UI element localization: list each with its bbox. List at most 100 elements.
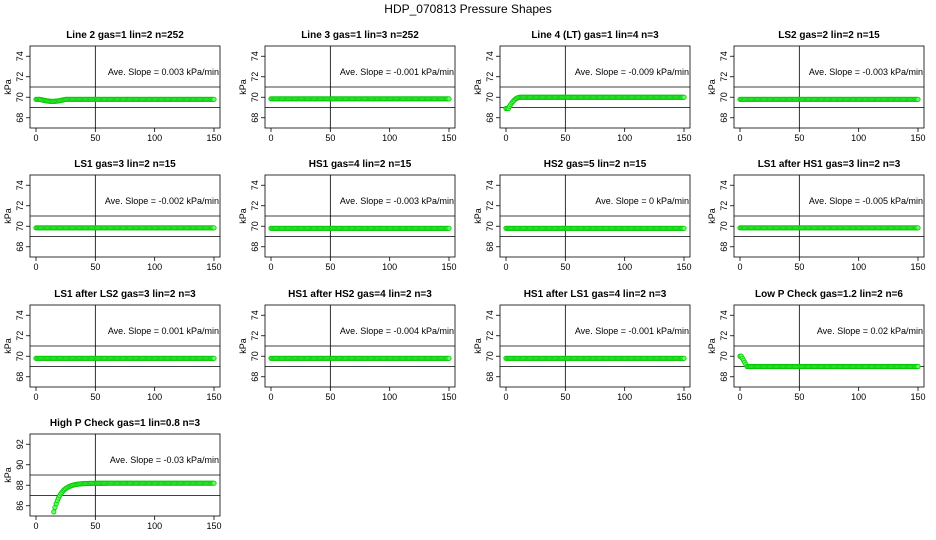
slope-annotation: Ave. Slope = -0.001 kPa/min [340, 67, 454, 77]
y-tick-label: 70 [485, 351, 495, 361]
y-axis-label: kPa [473, 338, 483, 354]
y-tick-label: 74 [719, 180, 729, 190]
data-point [446, 225, 452, 231]
x-tick-label: 100 [851, 392, 866, 402]
y-axis-label: kPa [473, 79, 483, 95]
x-tick-label: 0 [503, 133, 508, 143]
y-tick-label: 86 [15, 501, 25, 511]
y-tick-label: 74 [485, 51, 495, 61]
y-tick-label: 72 [250, 331, 260, 341]
panel-title: Low P Check gas=1.2 lin=2 n=6 [755, 289, 903, 300]
x-tick-label: 100 [382, 262, 397, 272]
y-axis-label: kPa [238, 208, 248, 224]
panel-11: HS1 after LS1 gas=4 lin=2 n=3 0 50 100 150 68… [473, 289, 692, 402]
y-tick-label: 72 [15, 331, 25, 341]
y-tick-label: 70 [15, 221, 25, 231]
data-point [211, 355, 217, 361]
x-tick-label: 50 [794, 392, 804, 402]
x-tick-label: 150 [910, 262, 925, 272]
x-tick-label: 50 [90, 262, 100, 272]
x-tick-label: 50 [325, 262, 335, 272]
y-tick-label: 72 [485, 331, 495, 341]
x-tick-label: 0 [503, 392, 508, 402]
x-tick-label: 0 [503, 262, 508, 272]
panel-2: Line 3 gas=1 lin=3 n=252 0 50 100 150 68 70 72 7… [238, 30, 457, 143]
slope-annotation: Ave. Slope = -0.005 kPa/min [809, 196, 923, 206]
data-point [915, 225, 921, 231]
y-tick-label: 68 [15, 242, 25, 252]
x-tick-label: 100 [617, 133, 632, 143]
slope-annotation: Ave. Slope = 0.001 kPa/min [108, 326, 219, 336]
data-series [33, 355, 217, 361]
panel-title: Line 3 gas=1 lin=3 n=252 [301, 30, 419, 41]
y-tick-label: 72 [15, 72, 25, 82]
data-point [681, 225, 687, 231]
y-tick-label: 72 [485, 201, 495, 211]
slope-annotation: Ave. Slope = -0.001 kPa/min [575, 326, 689, 336]
y-tick-label: 70 [250, 221, 260, 231]
panel-7: HS2 gas=5 lin=2 n=15 0 50 100 150 68 70 72 74 kPa… [473, 159, 692, 272]
panel-title: LS1 after LS2 gas=3 lin=2 n=3 [54, 289, 196, 300]
slope-annotation: Ave. Slope = -0.004 kPa/min [340, 326, 454, 336]
y-tick-label: 68 [719, 113, 729, 123]
y-tick-label: 74 [719, 51, 729, 61]
y-tick-label: 72 [15, 201, 25, 211]
data-series [51, 480, 217, 515]
x-tick-label: 50 [560, 392, 570, 402]
panel-3: Line 4 (LT) gas=1 lin=4 n=3 0 50 100 150 68 70… [473, 30, 692, 143]
x-tick-label: 150 [206, 521, 221, 531]
x-tick-label: 0 [268, 392, 273, 402]
data-point [915, 96, 921, 102]
y-tick-label: 88 [15, 480, 25, 490]
x-tick-label: 150 [676, 262, 691, 272]
y-tick-label: 72 [719, 72, 729, 82]
x-tick-label: 100 [617, 392, 632, 402]
slope-annotation: Ave. Slope = 0.003 kPa/min [108, 67, 219, 77]
y-tick-label: 68 [250, 113, 260, 123]
x-tick-label: 50 [90, 521, 100, 531]
y-axis-label: kPa [3, 208, 13, 224]
y-axis-label: kPa [707, 208, 717, 224]
panel-9: LS1 after LS2 gas=3 lin=2 n=3 0 50 100 150 68… [3, 289, 222, 402]
data-series [503, 94, 687, 112]
y-tick-label: 68 [250, 242, 260, 252]
y-tick-label: 68 [15, 372, 25, 382]
panel-title: LS2 gas=2 lin=2 n=15 [778, 30, 880, 41]
data-point [681, 94, 687, 100]
y-tick-label: 70 [719, 92, 729, 102]
x-tick-label: 100 [617, 262, 632, 272]
panel-8: LS1 after HS1 gas=3 lin=2 n=3 0 50 100 150 68… [707, 159, 926, 272]
panel-13: High P Check gas=1 lin=0.8 n=3 0 50 100 150 8… [3, 418, 222, 531]
x-tick-label: 0 [737, 392, 742, 402]
y-axis-label: kPa [3, 338, 13, 354]
y-tick-label: 72 [250, 201, 260, 211]
data-point [446, 96, 452, 102]
x-tick-label: 50 [325, 133, 335, 143]
x-tick-label: 150 [676, 133, 691, 143]
panel-10: HS1 after HS2 gas=4 lin=2 n=3 0 50 100 150 68… [238, 289, 457, 402]
x-tick-label: 0 [737, 262, 742, 272]
x-tick-label: 0 [737, 133, 742, 143]
x-tick-label: 150 [910, 392, 925, 402]
y-axis-label: kPa [3, 79, 13, 95]
x-tick-label: 50 [325, 392, 335, 402]
y-tick-label: 68 [485, 372, 495, 382]
y-axis-label: kPa [707, 79, 717, 95]
panel-4: LS2 gas=2 lin=2 n=15 0 50 100 150 68 70 72 74 kPa… [707, 30, 926, 143]
y-tick-label: 68 [15, 113, 25, 123]
x-tick-label: 100 [147, 133, 162, 143]
x-tick-label: 150 [441, 392, 456, 402]
y-tick-label: 70 [719, 351, 729, 361]
slope-annotation: Ave. Slope = -0.002 kPa/min [105, 196, 219, 206]
y-tick-label: 74 [719, 310, 729, 320]
x-tick-label: 100 [147, 392, 162, 402]
y-axis-label: kPa [3, 467, 13, 483]
slope-annotation: Ave. Slope = 0.02 kPa/min [817, 326, 923, 336]
y-tick-label: 70 [15, 351, 25, 361]
y-tick-label: 70 [485, 221, 495, 231]
y-tick-label: 72 [719, 331, 729, 341]
x-tick-label: 100 [382, 392, 397, 402]
y-tick-label: 68 [485, 242, 495, 252]
x-tick-label: 0 [33, 521, 38, 531]
